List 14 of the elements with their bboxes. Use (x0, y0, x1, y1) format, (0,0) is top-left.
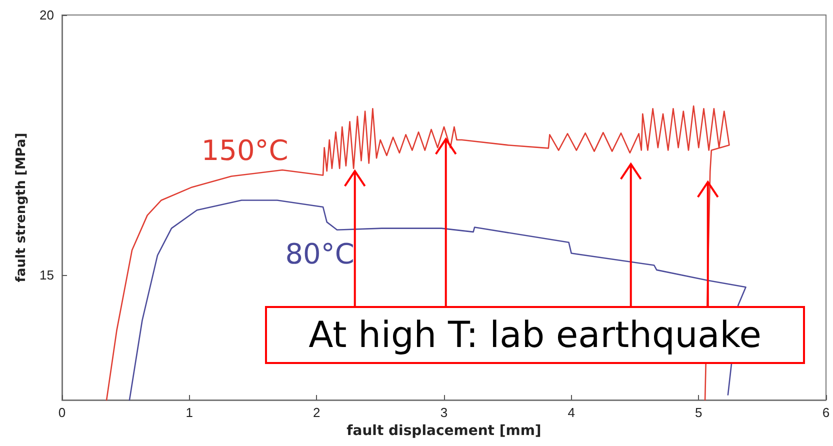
x-tick-label: 1 (186, 405, 193, 420)
y-tick-label: 20 (40, 8, 54, 22)
x-tick-label: 3 (440, 405, 448, 420)
x-tick-label: 5 (695, 405, 702, 420)
x-tick-label: 2 (313, 405, 320, 420)
annotation: At high T: lab earthquake (265, 306, 805, 364)
x-tick-label: 4 (568, 405, 575, 420)
y-axis-title: fault strength [MPa] (14, 132, 29, 282)
x-tick-label: 0 (58, 405, 66, 420)
series-label: 80°C (285, 238, 354, 271)
y-tick-label: 15 (40, 268, 54, 283)
x-tick-label: 6 (822, 405, 830, 420)
series-label: 150°C (201, 134, 288, 167)
x-axis-title: fault displacement [mm] (346, 423, 542, 439)
